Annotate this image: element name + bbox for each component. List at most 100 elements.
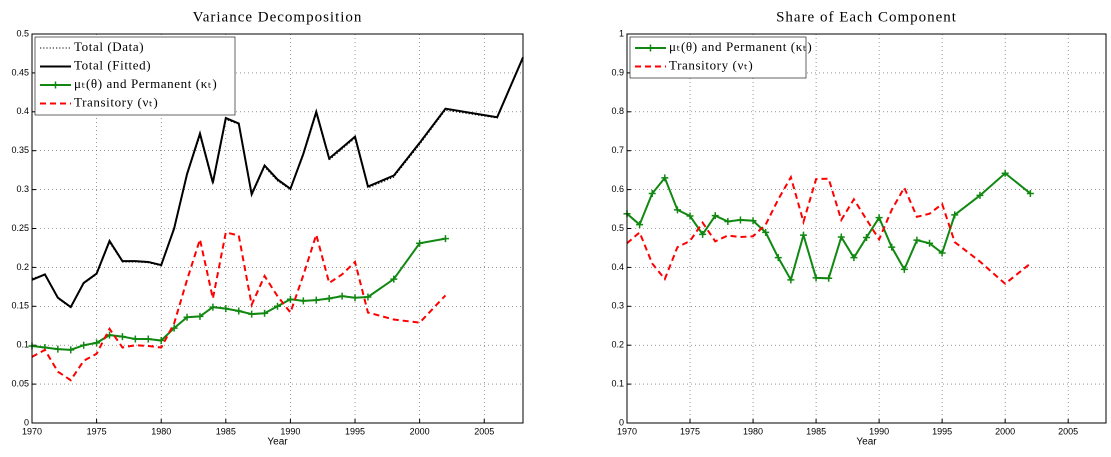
data-point — [299, 297, 307, 305]
axes-frame — [31, 33, 524, 424]
x-tick-label: 1985 — [216, 426, 236, 436]
y-tick-label: 0.05 — [11, 378, 29, 388]
data-point — [749, 217, 757, 225]
x-tick-label: 1985 — [806, 426, 826, 436]
data-point — [888, 243, 896, 251]
y-tick-label: 0.4 — [611, 262, 624, 272]
data-point — [976, 191, 984, 199]
y-tick-label: 0 — [619, 417, 624, 427]
data-point — [209, 303, 217, 311]
data-point — [286, 295, 294, 303]
data-point — [248, 310, 256, 318]
axes-frame — [626, 33, 1107, 424]
y-tick-label: 0.5 — [16, 28, 29, 38]
y-tick-label: 0.2 — [16, 262, 29, 272]
legend-marker — [52, 81, 59, 89]
legend-label: μₜ(θ) and Permanent (κₜ) — [74, 76, 217, 91]
data-point — [636, 221, 644, 229]
x-tick-label: 2005 — [1058, 426, 1078, 436]
y-tick-label: 0.35 — [11, 145, 29, 155]
legend-box — [629, 36, 807, 79]
data-point — [736, 216, 744, 224]
x-tick-label: 1980 — [743, 426, 763, 436]
y-tick-label: 0 — [24, 417, 29, 427]
x-tick-label: 1990 — [280, 426, 300, 436]
data-point — [787, 276, 795, 284]
data-point — [926, 239, 934, 247]
data-point — [724, 217, 732, 225]
x-tick-label: 1995 — [932, 426, 952, 436]
x-tick-label: 2000 — [410, 426, 430, 436]
data-point — [863, 233, 870, 241]
data-point — [661, 174, 669, 182]
data-point — [67, 346, 75, 354]
data-point — [312, 296, 320, 304]
data-point — [825, 274, 833, 282]
x-tick-label: 1990 — [869, 426, 889, 436]
data-point — [351, 294, 359, 302]
data-point — [416, 239, 424, 247]
plot: Variance Decomposition 0 0.05 0.1 0.15 0.2 0.2… — [11, 9, 524, 448]
x-tick-label: 1970 — [617, 426, 637, 436]
y-tick-label: 0.9 — [611, 67, 624, 77]
data-point — [1026, 189, 1034, 197]
data-point — [54, 345, 62, 353]
series-line — [626, 174, 1031, 286]
data-point — [196, 312, 204, 320]
y-tick-label: 0.25 — [11, 223, 29, 233]
y-tick-label: 0.7 — [611, 145, 624, 155]
data-point — [80, 341, 88, 349]
data-point — [261, 309, 269, 317]
series-line — [31, 56, 524, 309]
legend-label: Transitory (νₜ) — [74, 94, 158, 109]
x-tick-label: 1970 — [22, 426, 42, 436]
legend-label: μₜ(θ) and Permanent (κₜ) — [669, 39, 812, 54]
x-axis-label: Year — [267, 437, 288, 448]
data-point — [157, 337, 165, 345]
data-point — [118, 333, 126, 341]
y-tick-label: 0.45 — [11, 67, 29, 77]
y-tick-label: 0.1 — [16, 340, 29, 350]
x-axis-label: Year — [856, 437, 877, 448]
x-tick-label: 1975 — [680, 426, 700, 436]
data-point — [699, 230, 707, 238]
data-point — [837, 233, 845, 241]
x-tick-label: 2005 — [474, 426, 494, 436]
y-tick-label: 1 — [619, 28, 624, 38]
data-point — [325, 295, 333, 303]
data-point — [338, 292, 346, 300]
y-tick-label: 0.6 — [611, 184, 624, 194]
y-tick-label: 0.3 — [16, 184, 29, 194]
data-point — [144, 335, 152, 343]
data-point — [762, 228, 770, 236]
x-tick-label: 2000 — [995, 426, 1015, 436]
series-line — [626, 171, 1031, 283]
y-tick-label: 0.2 — [611, 340, 624, 350]
x-tick-label: 1975 — [87, 426, 107, 436]
data-point — [93, 339, 101, 347]
data-point — [183, 313, 191, 321]
data-point — [390, 275, 398, 283]
data-point — [686, 212, 694, 220]
data-point — [235, 307, 243, 315]
data-point — [131, 335, 139, 343]
y-tick-label: 0.8 — [611, 106, 624, 116]
data-point — [711, 212, 719, 220]
x-tick-label: 1980 — [151, 426, 171, 436]
legend-label: Transitory (νₜ) — [669, 57, 753, 72]
data-point — [875, 214, 883, 222]
data-point — [774, 254, 782, 262]
legend-marker — [647, 44, 654, 52]
data-point — [913, 236, 921, 244]
x-tick-label: 1995 — [345, 426, 365, 436]
legend-label: Total (Data) — [74, 39, 144, 54]
data-point — [648, 189, 656, 197]
legend-label: Total (Fitted) — [74, 57, 151, 72]
series-line — [31, 237, 446, 351]
data-point — [364, 293, 372, 301]
y-tick-label: 0.4 — [16, 106, 29, 116]
y-tick-label: 0.1 — [611, 378, 624, 388]
data-point — [951, 211, 959, 219]
data-point — [850, 254, 858, 262]
